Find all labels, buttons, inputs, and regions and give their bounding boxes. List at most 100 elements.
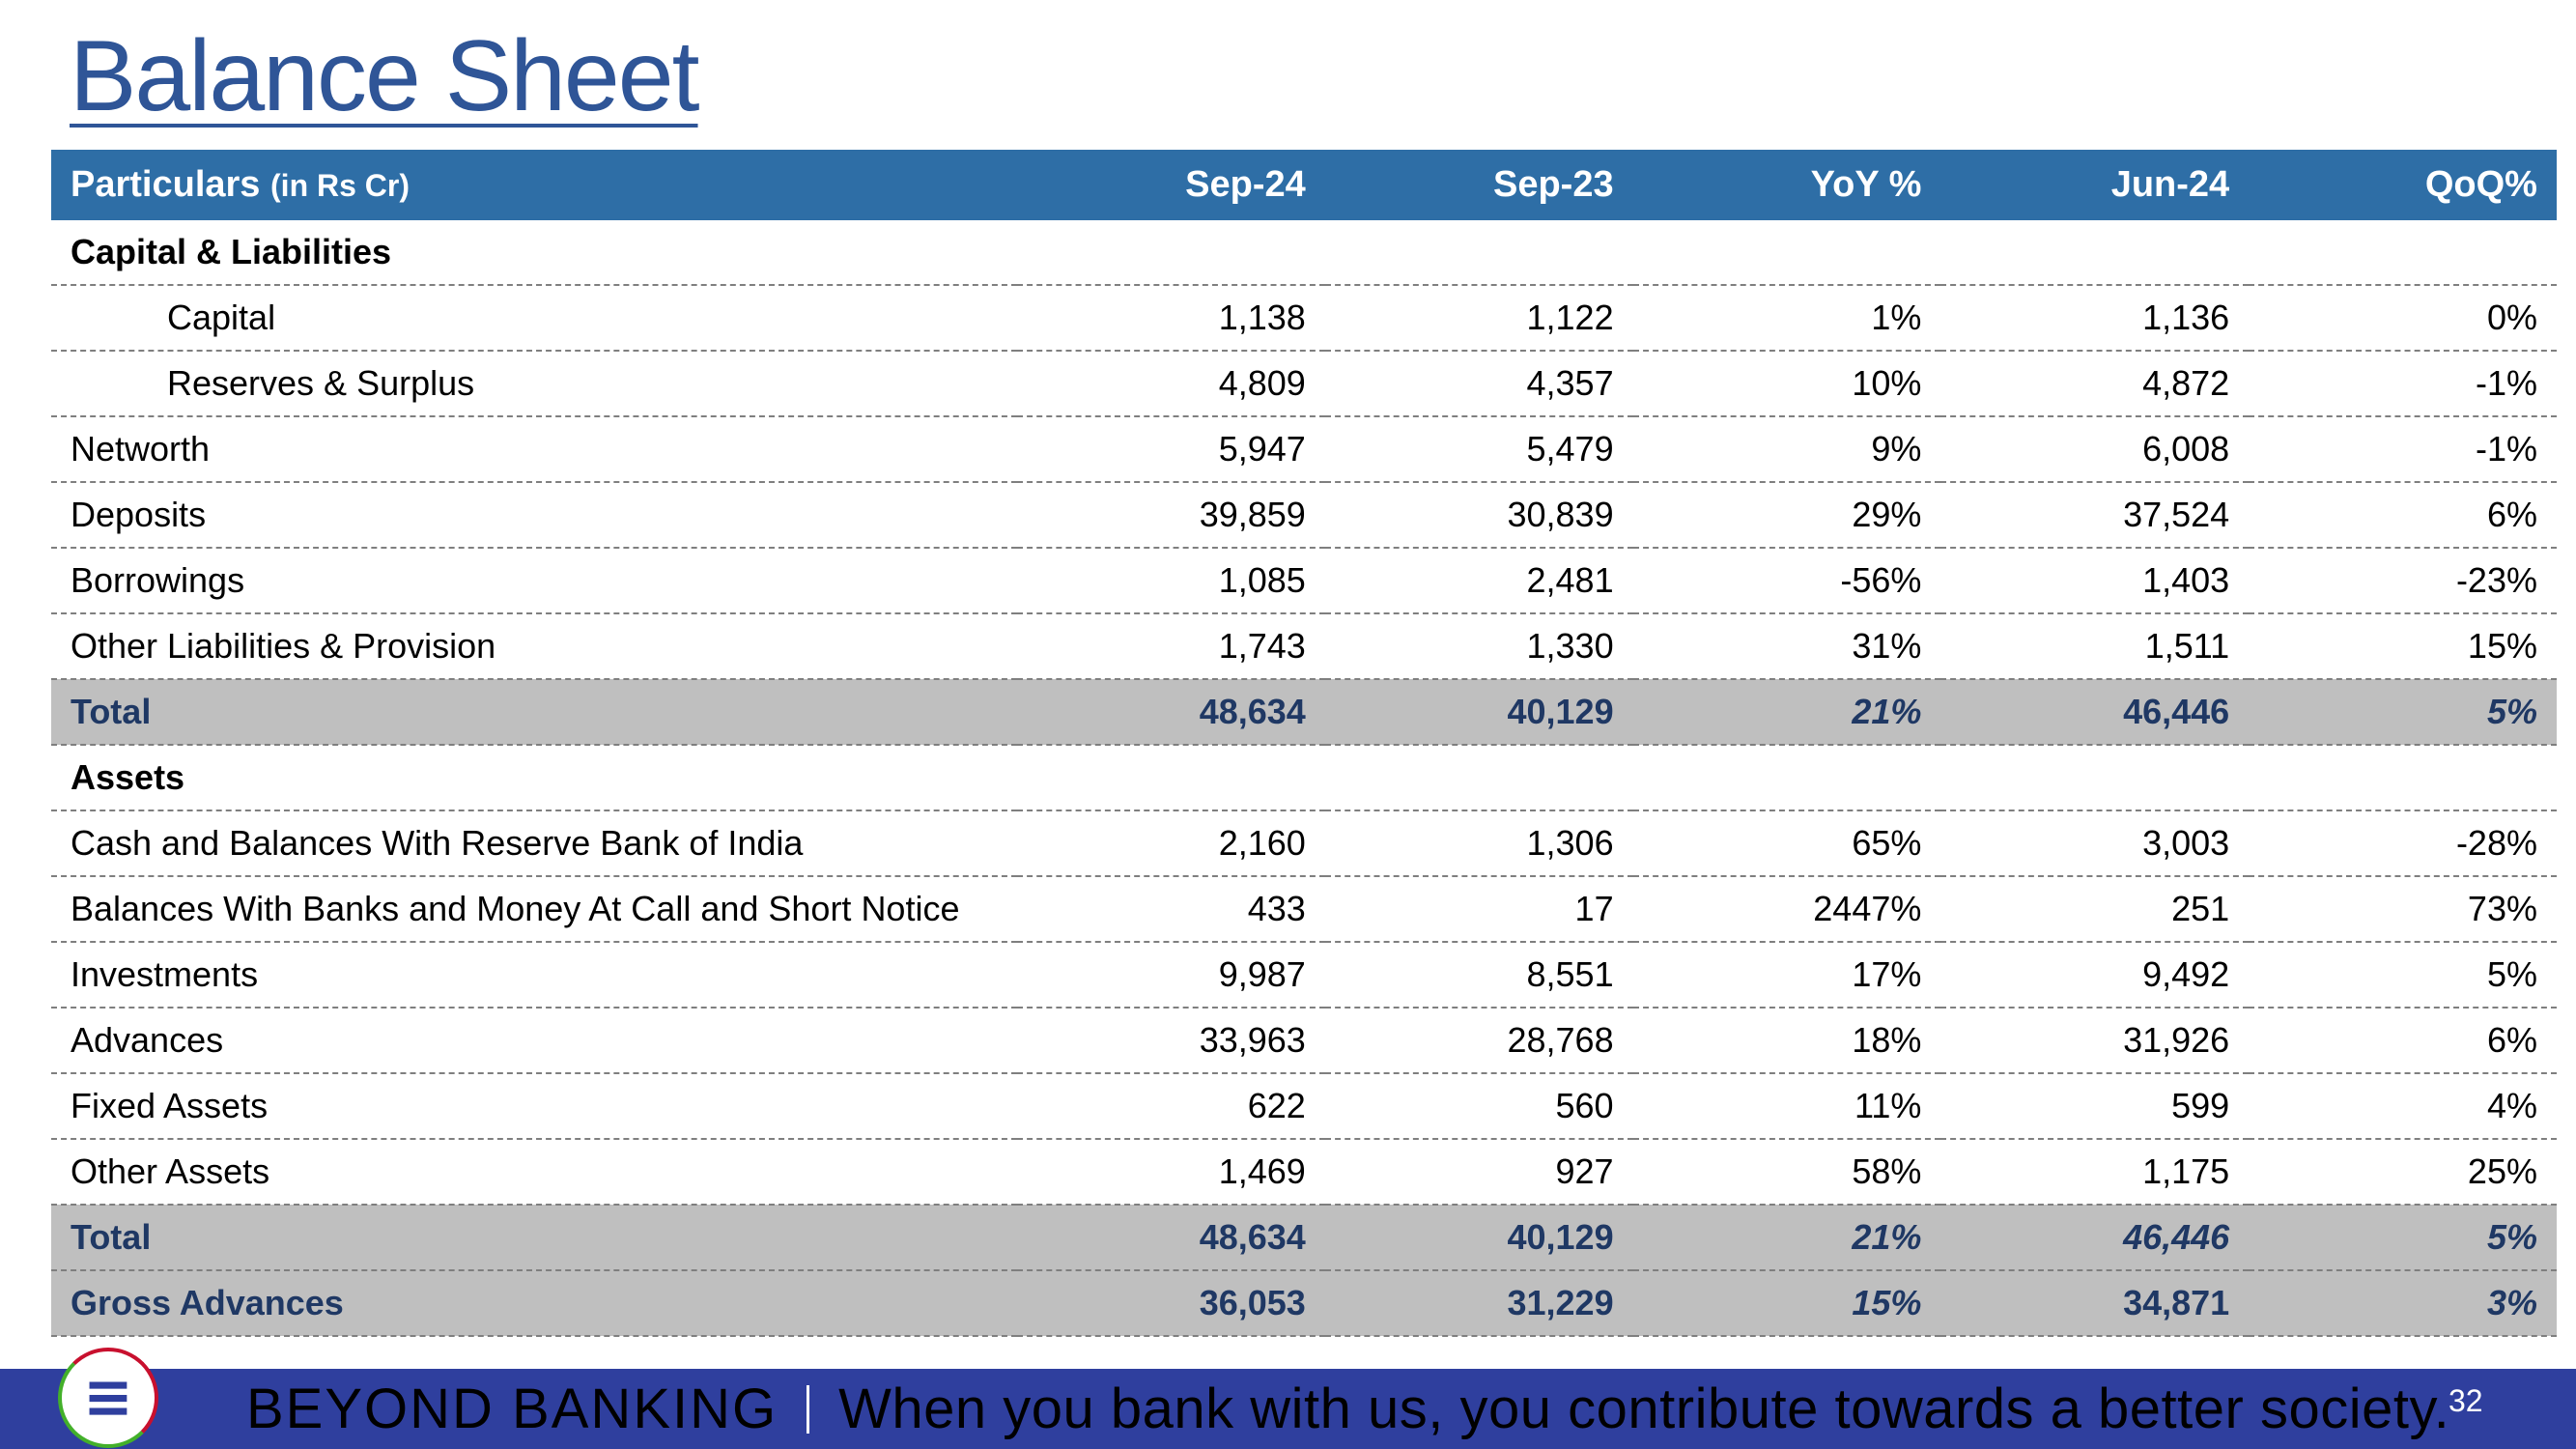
table-row: Advances 33,963 28,768 18% 31,926 6% <box>51 1008 2557 1074</box>
cell-sep-24: 1,085 <box>1017 548 1325 614</box>
cell-yoy: 65% <box>1632 810 1941 877</box>
table-row: Balances With Banks and Money At Call an… <box>51 876 2557 943</box>
table-row: Investments 9,987 8,551 17% 9,492 5% <box>51 942 2557 1009</box>
cell-sep-23: 8,551 <box>1324 942 1633 1009</box>
cell-sep-24: 48,634 <box>1017 1205 1325 1271</box>
cell-sep-23: 31,229 <box>1324 1270 1633 1337</box>
table-row: Fixed Assets 622 560 11% 599 4% <box>51 1073 2557 1140</box>
cell-yoy: 2447% <box>1632 876 1941 943</box>
header-qoq: QoQ% <box>2249 150 2557 220</box>
cell-jun-24: 1,511 <box>1940 613 2250 680</box>
cell-yoy: 58% <box>1632 1139 1941 1206</box>
row-label: Deposits <box>51 482 1017 549</box>
cell-jun-24 <box>1940 745 2250 811</box>
row-label: Balances With Banks and Money At Call an… <box>51 876 1017 943</box>
cell-qoq: 25% <box>2249 1139 2557 1206</box>
cell-qoq: 5% <box>2249 679 2557 746</box>
row-label: Total <box>51 1205 1017 1271</box>
cell-sep-24: 1,138 <box>1017 285 1325 352</box>
row-label: Cash and Balances With Reserve Bank of I… <box>51 810 1017 877</box>
cell-sep-24: 1,743 <box>1017 613 1325 680</box>
page-title: Balance Sheet <box>70 20 700 132</box>
cell-qoq: 5% <box>2249 942 2557 1009</box>
row-label: Assets <box>51 745 1017 811</box>
table-row: Borrowings 1,085 2,481 -56% 1,403 -23% <box>51 548 2557 614</box>
cell-sep-23: 5,479 <box>1324 416 1633 483</box>
cell-qoq: 0% <box>2249 285 2557 352</box>
cell-sep-23: 28,768 <box>1324 1008 1633 1074</box>
cell-jun-24: 9,492 <box>1940 942 2250 1009</box>
footer-divider <box>807 1385 810 1434</box>
cell-sep-24: 1,469 <box>1017 1139 1325 1206</box>
cell-sep-23 <box>1324 220 1633 286</box>
table-row: Other Liabilities & Provision 1,743 1,330 3… <box>51 613 2557 680</box>
table-row: Reserves & Surplus 4,809 4,357 10% 4,872 -1% <box>51 351 2557 417</box>
cell-qoq <box>2249 745 2557 811</box>
row-label: Borrowings <box>51 548 1017 614</box>
cell-sep-24 <box>1017 745 1325 811</box>
header-particulars-label: Particulars <box>71 164 261 205</box>
cell-sep-24: 622 <box>1017 1073 1325 1140</box>
cell-sep-23: 40,129 <box>1324 1205 1633 1271</box>
table-row: Other Assets 1,469 927 58% 1,175 25% <box>51 1139 2557 1206</box>
cell-sep-24: 5,947 <box>1017 416 1325 483</box>
row-label: Total <box>51 679 1017 746</box>
cell-yoy <box>1632 220 1941 286</box>
cell-jun-24: 37,524 <box>1940 482 2250 549</box>
row-label: Gross Advances <box>51 1270 1017 1337</box>
cell-jun-24 <box>1940 220 2250 286</box>
cell-sep-23: 2,481 <box>1324 548 1633 614</box>
cell-sep-24 <box>1017 220 1325 286</box>
cell-jun-24: 34,871 <box>1940 1270 2250 1337</box>
cell-qoq: 5% <box>2249 1205 2557 1271</box>
row-label: Other Liabilities & Provision <box>51 613 1017 680</box>
cell-jun-24: 46,446 <box>1940 679 2250 746</box>
cell-yoy: 15% <box>1632 1270 1941 1337</box>
table-row: Assets <box>51 745 2557 811</box>
cell-jun-24: 1,136 <box>1940 285 2250 352</box>
cell-qoq: -28% <box>2249 810 2557 877</box>
cell-jun-24: 4,872 <box>1940 351 2250 417</box>
cell-sep-24: 4,809 <box>1017 351 1325 417</box>
header-sep-24: Sep-24 <box>1017 150 1325 220</box>
cell-qoq: 6% <box>2249 482 2557 549</box>
page-number: 32 <box>2449 1383 2483 1418</box>
cell-yoy: 21% <box>1632 1205 1941 1271</box>
table-row: Total 48,634 40,129 21% 46,446 5% <box>51 1205 2557 1271</box>
cell-sep-23: 4,357 <box>1324 351 1633 417</box>
cell-qoq: -1% <box>2249 416 2557 483</box>
cell-sep-23: 17 <box>1324 876 1633 943</box>
cell-jun-24: 31,926 <box>1940 1008 2250 1074</box>
table-row: Deposits 39,859 30,839 29% 37,524 6% <box>51 482 2557 549</box>
cell-jun-24: 3,003 <box>1940 810 2250 877</box>
cell-sep-23: 560 <box>1324 1073 1633 1140</box>
cell-qoq: -23% <box>2249 548 2557 614</box>
cell-jun-24: 599 <box>1940 1073 2250 1140</box>
cell-yoy <box>1632 745 1941 811</box>
row-label: Fixed Assets <box>51 1073 1017 1140</box>
table-row: Gross Advances 36,053 31,229 15% 34,871 3% <box>51 1270 2557 1337</box>
cell-sep-24: 33,963 <box>1017 1008 1325 1074</box>
cell-yoy: 11% <box>1632 1073 1941 1140</box>
table-row: Total 48,634 40,129 21% 46,446 5% <box>51 679 2557 746</box>
cell-qoq: 73% <box>2249 876 2557 943</box>
header-yoy: YoY % <box>1632 150 1941 220</box>
cell-qoq: 4% <box>2249 1073 2557 1140</box>
cell-jun-24: 46,446 <box>1940 1205 2250 1271</box>
cell-jun-24: 1,175 <box>1940 1139 2250 1206</box>
row-label: Networth <box>51 416 1017 483</box>
cell-jun-24: 1,403 <box>1940 548 2250 614</box>
cell-yoy: -56% <box>1632 548 1941 614</box>
table-row: Capital 1,138 1,122 1% 1,136 0% <box>51 285 2557 352</box>
bank-logo-icon: ≡ <box>58 1348 158 1448</box>
cell-jun-24: 251 <box>1940 876 2250 943</box>
cell-sep-23: 1,306 <box>1324 810 1633 877</box>
balance-sheet-table: Particulars (in Rs Cr) Sep-24 Sep-23 YoY… <box>51 150 2557 1337</box>
cell-sep-23: 1,330 <box>1324 613 1633 680</box>
cell-sep-23: 1,122 <box>1324 285 1633 352</box>
cell-yoy: 9% <box>1632 416 1941 483</box>
table-row: Cash and Balances With Reserve Bank of I… <box>51 810 2557 877</box>
header-unit: (in Rs Cr) <box>270 168 410 203</box>
cell-sep-24: 2,160 <box>1017 810 1325 877</box>
logo-glyph-icon: ≡ <box>83 1360 133 1432</box>
